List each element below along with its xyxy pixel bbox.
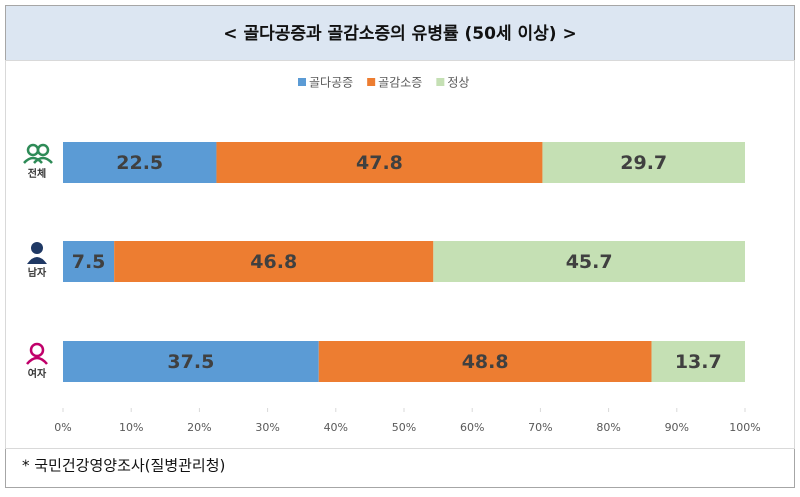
legend-swatch — [436, 78, 445, 86]
value-label: 22.5 — [116, 152, 163, 174]
value-label: 47.8 — [356, 152, 403, 174]
value-label: 13.7 — [675, 351, 722, 373]
legend-label: 골다공증 — [309, 76, 353, 90]
bar-segment — [216, 142, 543, 183]
x-tick-label: 60% — [460, 421, 484, 434]
title-box — [5, 5, 795, 61]
source-note: * 국민건강영양조사(질병관리청) — [22, 457, 225, 475]
icon-female — [26, 342, 48, 365]
icon-male — [27, 242, 47, 264]
bar-segment — [433, 241, 745, 282]
x-tick-label: 50% — [392, 421, 416, 434]
x-tick-label: 40% — [324, 421, 348, 434]
value-label: 48.8 — [462, 351, 509, 373]
value-label: 45.7 — [566, 251, 613, 273]
legend-label: 정상 — [447, 76, 469, 90]
x-tick-label: 70% — [528, 421, 552, 434]
value-label: 46.8 — [250, 251, 297, 273]
bar-segment — [542, 142, 745, 183]
legend-label: 골감소증 — [378, 76, 422, 90]
x-tick-label: 90% — [665, 421, 689, 434]
value-label: 29.7 — [620, 152, 667, 174]
chart-title: < 골다공증과 골감소증의 유병률 (50세 이상) > — [223, 24, 576, 44]
bar-segment — [63, 142, 217, 183]
x-tick-label: 100% — [729, 421, 760, 434]
category-label: 전체 — [28, 167, 46, 180]
bar-segment — [318, 341, 652, 382]
icon-all — [23, 143, 53, 164]
category-label: 남자 — [28, 266, 47, 279]
bar-segment — [63, 341, 319, 382]
category-label: 여자 — [28, 367, 47, 380]
x-tick-label: 30% — [255, 421, 279, 434]
legend-swatch — [367, 78, 376, 86]
bar-segment — [114, 241, 434, 282]
legend-swatch — [298, 78, 306, 86]
value-label: 7.5 — [72, 251, 106, 273]
x-tick-label: 20% — [187, 421, 211, 434]
bar-segment — [63, 241, 115, 282]
x-tick-label: 10% — [119, 421, 143, 434]
bar-segment — [651, 341, 745, 382]
x-tick-label: 0% — [54, 421, 71, 434]
x-tick-label: 80% — [596, 421, 620, 434]
value-label: 37.5 — [167, 351, 214, 373]
